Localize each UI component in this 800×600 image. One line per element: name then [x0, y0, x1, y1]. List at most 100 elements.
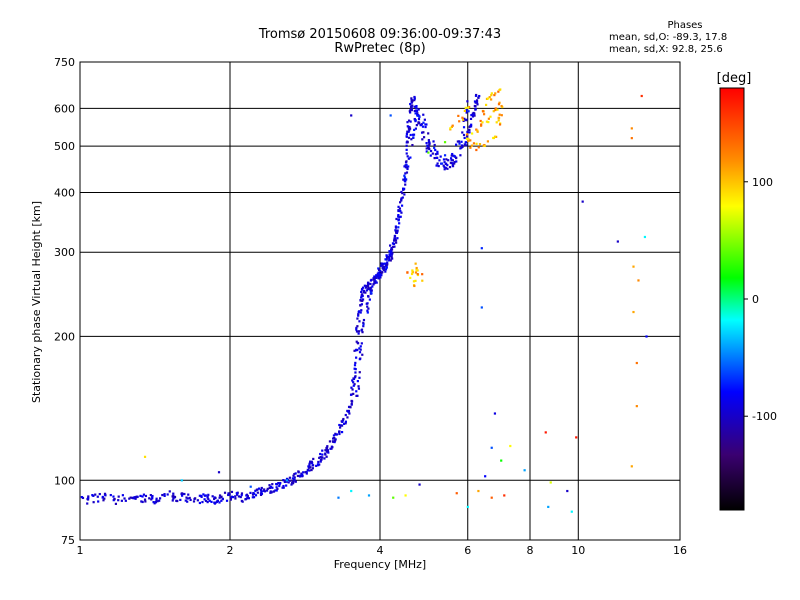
o-mode-point	[283, 479, 286, 482]
o-mode-point	[470, 123, 473, 126]
o-mode-point	[291, 477, 294, 480]
plot-frame	[79, 61, 681, 541]
o-mode-point	[388, 250, 391, 253]
o-mode-point	[463, 117, 466, 120]
x-mode-point	[481, 121, 484, 124]
o-mode-point	[325, 455, 328, 458]
o-mode-point	[348, 412, 351, 415]
x-mode-point	[493, 93, 496, 97]
o-mode-point	[356, 325, 359, 328]
o-mode-point	[319, 455, 322, 459]
o-mode-point	[352, 392, 355, 395]
o-mode-point	[435, 164, 438, 167]
o-mode-point	[478, 94, 481, 98]
o-mode-point	[376, 275, 379, 278]
o-mode-point	[366, 281, 370, 284]
o-mode-point	[421, 138, 424, 141]
o-mode-point	[173, 496, 176, 499]
o-mode-point	[254, 489, 257, 492]
o-mode-point	[397, 219, 400, 222]
o-mode-point	[365, 302, 368, 305]
x-mode-point	[476, 130, 479, 133]
y-tick-label: 300	[54, 246, 75, 259]
o-mode-point	[186, 497, 189, 500]
o-mode-point	[262, 489, 265, 492]
o-mode-point	[144, 500, 147, 503]
x-mode-point	[498, 101, 501, 104]
o-mode-point	[349, 406, 352, 409]
o-mode-point	[377, 267, 380, 270]
o-mode-point	[385, 254, 388, 257]
o-mode-point	[353, 364, 357, 367]
o-mode-point	[428, 143, 431, 146]
phases-header: Phases	[667, 20, 703, 31]
o-mode-point	[397, 215, 400, 218]
echo-point	[547, 505, 550, 509]
o-mode-point	[213, 502, 217, 505]
o-mode-point	[442, 158, 446, 161]
o-mode-point	[466, 135, 469, 138]
o-mode-point	[371, 285, 374, 288]
o-mode-point	[407, 119, 411, 122]
o-mode-point	[359, 304, 362, 307]
o-mode-point	[418, 121, 421, 124]
o-mode-point	[326, 445, 329, 448]
o-mode-point	[360, 329, 363, 332]
o-mode-point	[216, 499, 220, 502]
x-mode-point	[486, 140, 490, 143]
o-mode-point	[239, 495, 242, 499]
o-mode-point	[390, 255, 393, 259]
o-mode-point	[424, 125, 427, 129]
o-mode-point	[123, 497, 126, 500]
o-mode-point	[252, 496, 256, 499]
o-mode-point	[444, 167, 448, 170]
o-mode-point	[360, 290, 363, 294]
o-mode-point	[363, 284, 366, 287]
o-mode-point	[155, 497, 158, 500]
o-mode-point	[148, 497, 151, 500]
o-mode-point	[384, 268, 388, 271]
o-mode-point	[244, 497, 248, 501]
o-mode-point	[331, 446, 334, 449]
o-mode-point	[466, 100, 469, 103]
o-mode-point	[382, 262, 385, 265]
echo-point	[490, 446, 493, 449]
o-mode-point	[398, 207, 402, 210]
x-mode-point	[411, 269, 414, 272]
o-mode-point	[259, 493, 263, 497]
o-mode-point	[306, 468, 309, 471]
x-mode-point	[479, 119, 482, 123]
o-mode-point	[418, 115, 421, 118]
chart-title: Tromsø 20150608 09:36:00-09:37:43	[258, 27, 502, 42]
o-mode-point	[347, 405, 351, 409]
o-mode-point	[316, 463, 320, 466]
x-mode-point	[497, 117, 501, 120]
o-mode-point	[358, 347, 361, 350]
echo-point	[549, 481, 552, 484]
o-mode-point	[275, 489, 278, 492]
o-mode-point	[283, 480, 286, 484]
o-mode-point	[202, 493, 205, 496]
o-mode-point	[405, 178, 408, 181]
echo-point	[466, 505, 469, 509]
echo-point	[630, 137, 633, 140]
o-mode-point	[275, 482, 278, 486]
o-mode-point	[260, 486, 263, 490]
o-mode-point	[206, 496, 209, 499]
o-mode-point	[361, 299, 364, 303]
x-mode-point	[482, 113, 486, 116]
x-mode-point	[497, 103, 501, 106]
o-mode-point	[207, 498, 210, 501]
o-mode-point	[319, 452, 322, 456]
y-tick-label: 400	[54, 186, 75, 199]
o-mode-point	[386, 255, 389, 258]
o-mode-point	[469, 117, 473, 121]
o-mode-point	[234, 495, 237, 498]
o-mode-point	[210, 500, 213, 503]
data-points	[80, 88, 648, 513]
o-mode-point	[403, 174, 406, 177]
x-mode-point	[485, 97, 489, 100]
o-mode-point	[342, 417, 345, 421]
o-mode-point	[382, 265, 386, 268]
o-mode-point	[462, 119, 465, 123]
